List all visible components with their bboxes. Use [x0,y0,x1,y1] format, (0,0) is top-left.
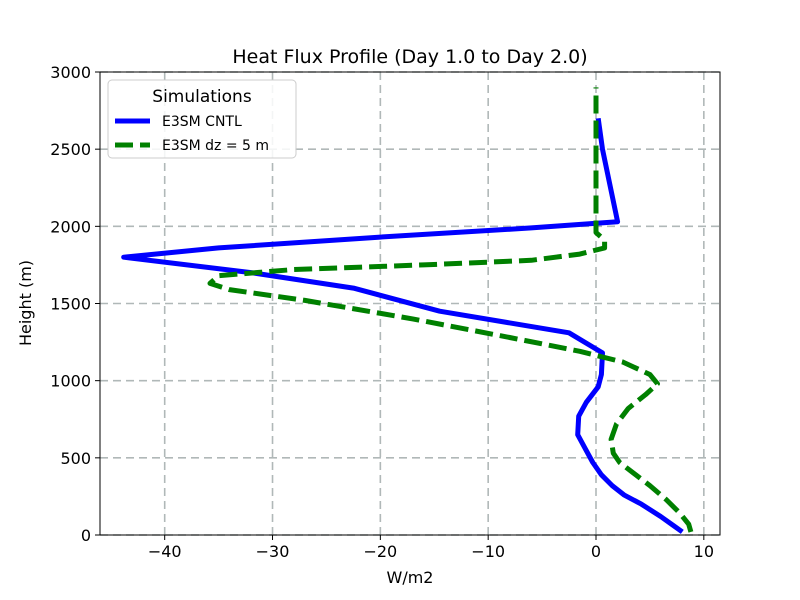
series-line-e3sm-cntl [121,117,684,534]
y-axis-label: Height (m) [16,260,35,346]
x-tick-label: −10 [471,542,505,561]
series-layer [121,87,694,534]
y-tick-label: 2000 [50,217,91,236]
x-tick-label: −20 [363,542,397,561]
x-tick-label: 10 [694,542,714,561]
legend-label-e3sm-dz5: E3SM dz = 5 m [162,138,269,154]
chart-title: Heat Flux Profile (Day 1.0 to Day 2.0) [232,46,587,68]
ticks: −40 −30 −20 −10 0 10 0 500 1000 1500 2000 2500 3000 [50,63,714,561]
y-tick-label: 1000 [50,372,91,391]
legend: Simulations E3SM CNTL E3SM dz = 5 m [107,79,297,159]
y-tick-label: 0 [81,526,91,545]
y-tick-label: 500 [60,449,91,468]
y-tick-label: 3000 [50,63,91,82]
legend-title: Simulations [152,87,252,107]
legend-box [107,79,297,159]
x-tick-label: −30 [256,542,290,561]
series-line-e3sm-dz5 [207,87,694,533]
x-tick-label: −40 [148,542,182,561]
y-tick-label: 2500 [50,140,91,159]
legend-label-e3sm-cntl: E3SM CNTL [162,114,242,130]
x-tick-label: 0 [591,542,601,561]
x-axis-label: W/m2 [387,568,434,587]
y-tick-label: 1500 [50,295,91,314]
